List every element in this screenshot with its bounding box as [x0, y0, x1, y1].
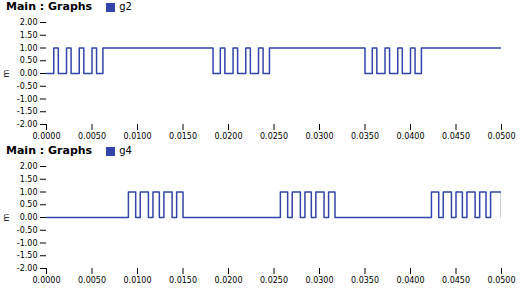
svg-text:m: m	[2, 69, 11, 77]
svg-text:0.0250: 0.0250	[260, 276, 288, 285]
svg-text:-1.00: -1.00	[17, 239, 38, 248]
svg-text:1.50: 1.50	[20, 31, 38, 40]
svg-text:0.0150: 0.0150	[169, 276, 197, 285]
svg-text:1.50: 1.50	[20, 175, 38, 184]
svg-text:0.0250: 0.0250	[260, 132, 288, 141]
svg-text:0.0450: 0.0450	[442, 276, 470, 285]
svg-text:0.0100: 0.0100	[124, 276, 152, 285]
html-text:g4: g4	[119, 145, 132, 156]
svg-text:-2.00: -2.00	[17, 120, 38, 129]
svg-text:0.50: 0.50	[20, 200, 38, 209]
svg-text:-1.50: -1.50	[17, 251, 38, 260]
svg-text:0.0050: 0.0050	[78, 132, 106, 141]
svg-text:-1.50: -1.50	[17, 107, 38, 116]
svg-text:0.50: 0.50	[20, 56, 38, 65]
svg-text:0.0500: 0.0500	[488, 132, 516, 141]
svg-text:0.0150: 0.0150	[169, 132, 197, 141]
svg-text:0.0350: 0.0350	[351, 132, 379, 141]
svg-text:-0.50: -0.50	[17, 82, 38, 91]
svg-text:0.0500: 0.0500	[488, 276, 516, 285]
svg-text:2.00: 2.00	[20, 18, 38, 27]
svg-text:0.0000: 0.0000	[33, 132, 61, 141]
svg-text:0.0400: 0.0400	[397, 132, 425, 141]
html-text:Main : Graphs: Main : Graphs	[6, 144, 93, 157]
svg-text:0.0200: 0.0200	[215, 132, 243, 141]
svg-text:0.0200: 0.0200	[215, 276, 243, 285]
svg-text:0.00: 0.00	[20, 213, 38, 222]
html-text:g2: g2	[119, 1, 132, 12]
svg-text:0.0100: 0.0100	[124, 132, 152, 141]
svg-text:-1.00: -1.00	[17, 95, 38, 104]
svg-text:0.0300: 0.0300	[306, 276, 334, 285]
svg-text:m: m	[2, 213, 11, 221]
svg-text:0.0350: 0.0350	[351, 276, 379, 285]
svg-text:2.00: 2.00	[20, 162, 38, 171]
svg-text:-0.50: -0.50	[17, 226, 38, 235]
svg-text:0.00: 0.00	[20, 69, 38, 78]
svg-text:-2.00: -2.00	[17, 264, 38, 273]
svg-text:0.0400: 0.0400	[397, 276, 425, 285]
svg-text:0.0450: 0.0450	[442, 132, 470, 141]
svg-text:1.00: 1.00	[20, 188, 38, 197]
svg-text:0.0300: 0.0300	[306, 132, 334, 141]
svg-text:0.0000: 0.0000	[33, 276, 61, 285]
svg-text:0.0050: 0.0050	[78, 276, 106, 285]
svg-text:1.00: 1.00	[20, 44, 38, 53]
html-text:Main : Graphs: Main : Graphs	[6, 0, 93, 13]
